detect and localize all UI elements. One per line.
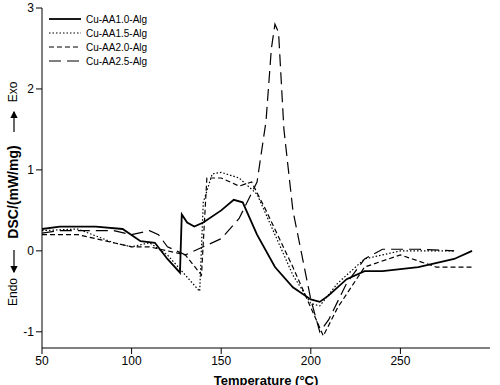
svg-text:250: 250 (390, 354, 410, 368)
svg-text:DSC/(mW/mg): DSC/(mW/mg) (8, 145, 21, 238)
html-text:Cu-AA2.5-Alg: Cu-AA2.5-Alg (86, 55, 148, 67)
svg-text:3: 3 (27, 1, 34, 15)
svg-text:50: 50 (35, 354, 49, 368)
html-text:Cu-AA1.0-Alg: Cu-AA1.0-Alg (86, 13, 148, 25)
svg-text:150: 150 (211, 354, 231, 368)
html-text:Cu-AA1.5-Alg: Cu-AA1.5-Alg (86, 27, 148, 39)
svg-text:Endo: Endo (8, 278, 20, 306)
svg-text:Exo: Exo (8, 81, 20, 102)
svg-text:Temperature (°C): Temperature (°C) (214, 373, 319, 385)
html-text:Cu-AA2.0-Alg: Cu-AA2.0-Alg (86, 41, 148, 53)
svg-text:-1: -1 (23, 325, 34, 339)
svg-text:2: 2 (27, 82, 34, 96)
svg-text:200: 200 (301, 354, 321, 368)
svg-text:0: 0 (27, 244, 34, 258)
svg-text:1: 1 (27, 163, 34, 177)
svg-text:100: 100 (122, 354, 142, 368)
